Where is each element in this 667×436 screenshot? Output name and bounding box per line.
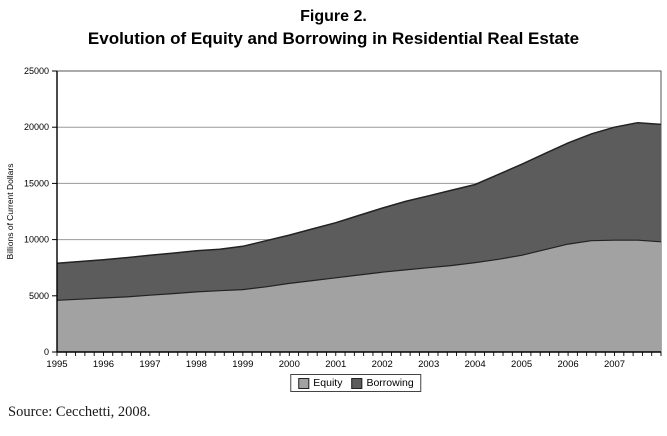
svg-text:2006: 2006 xyxy=(558,359,579,370)
svg-text:25000: 25000 xyxy=(24,66,49,76)
svg-text:0: 0 xyxy=(44,347,49,357)
legend-item-equity: Equity xyxy=(298,377,342,389)
svg-text:15000: 15000 xyxy=(24,178,49,188)
source-text: Source: Cecchetti, 2008. xyxy=(8,404,151,420)
svg-text:20000: 20000 xyxy=(24,122,49,132)
borrowing-swatch-icon xyxy=(351,377,363,389)
figure-number: Figure 2. xyxy=(300,8,367,25)
svg-text:2003: 2003 xyxy=(418,359,439,370)
svg-text:2002: 2002 xyxy=(372,359,393,370)
svg-text:2004: 2004 xyxy=(465,359,486,370)
svg-text:2000: 2000 xyxy=(279,359,300,370)
svg-text:5000: 5000 xyxy=(29,291,49,301)
legend-label-borrowing: Borrowing xyxy=(366,377,414,389)
svg-text:2005: 2005 xyxy=(511,359,532,370)
svg-text:1995: 1995 xyxy=(46,359,67,370)
svg-text:2001: 2001 xyxy=(325,359,346,370)
equity-swatch-icon xyxy=(298,377,310,389)
y-axis-title: Billions of Current Dollars xyxy=(5,164,15,260)
svg-text:1997: 1997 xyxy=(139,359,160,370)
figure-title-text: Evolution of Equity and Borrowing in Res… xyxy=(87,29,580,48)
svg-text:1996: 1996 xyxy=(93,359,114,370)
legend-label-equity: Equity xyxy=(313,377,343,389)
svg-text:1998: 1998 xyxy=(186,359,207,370)
legend-item-borrowing: Borrowing xyxy=(351,377,414,389)
chart-title: Figure 2. Evolution of Equity and Borrow… xyxy=(0,6,667,50)
svg-text:2007: 2007 xyxy=(604,359,625,370)
svg-text:10000: 10000 xyxy=(24,235,49,245)
svg-text:1999: 1999 xyxy=(232,359,253,370)
chart-legend: Equity Borrowing xyxy=(290,374,422,392)
stacked-area-chart: 0 5000 10000 15000 20000 25000 1995 1996 1997 199… xyxy=(5,66,662,370)
